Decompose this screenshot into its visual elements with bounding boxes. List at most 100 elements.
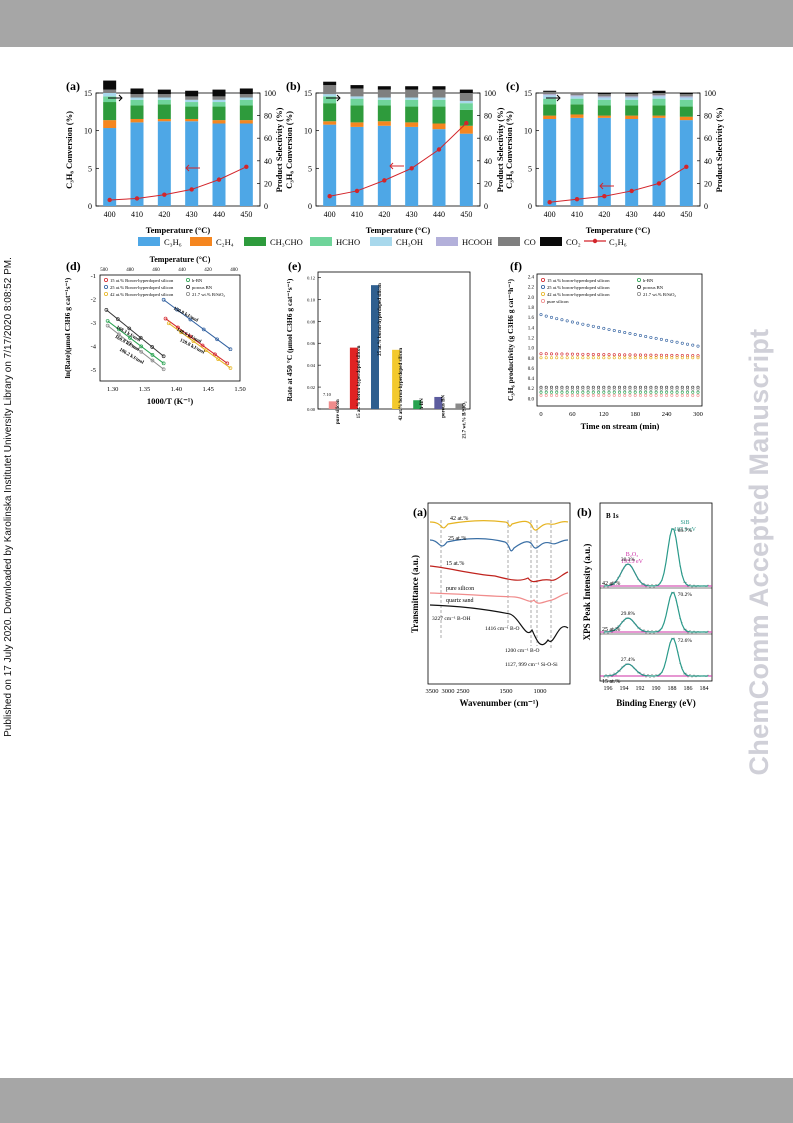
x-tick-label: 60 <box>569 411 576 418</box>
y-tick-label: 2.4 <box>528 276 535 281</box>
product-legend: C₃H₆ C₂H₄ CH₃CHO HCHO CH₃OH HCOOH CO CO₂… <box>138 237 627 247</box>
productivity-point <box>623 385 627 389</box>
productivity-point <box>586 323 590 327</box>
bar-segment-ch3oh <box>377 97 391 100</box>
legend-swatch-co2 <box>540 237 562 246</box>
productivity-point <box>560 390 564 394</box>
productivity-point <box>607 327 611 331</box>
productivity-point <box>638 356 642 360</box>
bar-segment-co2 <box>157 89 171 95</box>
bar-segment-c3h6 <box>459 133 473 206</box>
productivity-point <box>607 387 611 391</box>
bar-segment-hcho <box>103 96 117 103</box>
data-point <box>116 332 121 337</box>
productivity-point <box>665 390 669 394</box>
rate-bar <box>392 349 401 409</box>
fit-line <box>168 322 231 369</box>
bar-segment-c3h6 <box>652 117 666 206</box>
productivity-point <box>617 390 621 394</box>
productivity-point <box>649 387 653 391</box>
productivity-point <box>555 385 559 389</box>
bar-segment-co2 <box>459 89 473 93</box>
productivity-point <box>555 387 559 391</box>
data-point <box>213 352 217 357</box>
productivity-point <box>544 390 548 394</box>
bar-segment-co <box>679 94 693 97</box>
data-point <box>215 337 219 342</box>
productivity-point <box>586 387 590 391</box>
x-tick-label: 420 <box>378 210 390 219</box>
bar-segment-c2h4 <box>157 118 171 122</box>
data-point <box>139 344 144 349</box>
x-tick-label: 430 <box>186 210 198 219</box>
bar-segment-ch3oh <box>432 97 446 100</box>
trace-label-42: 42 at.% <box>450 516 468 522</box>
productivity-point <box>570 320 574 324</box>
productivity-point <box>549 390 553 394</box>
legend-swatch-c2h4 <box>190 237 212 246</box>
bar-segment-c2h4 <box>323 121 337 125</box>
productivity-point <box>565 387 569 391</box>
panel-label: (a) <box>66 79 80 93</box>
rate-bar <box>328 401 337 409</box>
bar-segment-co2 <box>130 88 144 95</box>
productivity-point <box>612 387 616 391</box>
productivity-point <box>696 390 700 394</box>
legend-label: 21.7 wt.% B/SiO₂ <box>192 292 225 297</box>
y-tick-label: 0.02 <box>307 385 315 390</box>
left-axis-label: C₃H₈ Conversion (%) <box>504 111 514 189</box>
productivity-point <box>623 330 627 334</box>
productivity-point <box>654 387 658 391</box>
panel-label: (a) <box>413 505 427 519</box>
productivity-point <box>602 353 606 357</box>
productivity-point <box>544 393 548 397</box>
productivity-point <box>628 356 632 360</box>
y-tick-label: 0.04 <box>307 363 316 368</box>
productivity-point <box>680 390 684 394</box>
productivity-point <box>654 385 658 389</box>
bar-segment-ch3oh <box>103 93 117 97</box>
x-tick-label: 3500 <box>426 688 439 695</box>
sib-percent: 69.7% <box>678 528 693 534</box>
productivity-point <box>555 390 559 394</box>
data-point <box>115 317 120 321</box>
right-tick-label: 20 <box>484 179 492 188</box>
x-tick-label: 1.45 <box>202 386 213 393</box>
legend-ch3cho: CH₃CHO <box>270 237 303 247</box>
legend-label: h-BN <box>192 278 203 283</box>
data-point <box>228 347 233 352</box>
productivity-point <box>686 390 690 394</box>
bar-segment-ch3oh <box>459 100 473 104</box>
legend-marker <box>541 291 546 296</box>
rate-bar <box>434 396 443 409</box>
productivity-point <box>696 344 700 348</box>
productivity-point <box>623 393 627 397</box>
productivity-point <box>670 393 674 397</box>
productivity-point <box>581 356 585 360</box>
xps-title: B 1s <box>606 512 619 520</box>
productivity-point <box>686 342 690 346</box>
productivity-point <box>644 387 648 391</box>
x-tick-label: 1.50 <box>234 386 245 393</box>
rate-bar <box>455 403 464 409</box>
bar-segment-c2h4 <box>239 120 253 124</box>
y-tick-label: 2.2 <box>528 286 535 291</box>
productivity-point <box>628 387 632 391</box>
bar-category-label: h-BN <box>420 398 425 410</box>
productivity-point <box>565 352 569 356</box>
bar-segment-co2 <box>185 90 199 97</box>
bar-segment-co2 <box>405 86 419 90</box>
productivity-point <box>617 353 621 357</box>
data-point <box>139 349 144 354</box>
productivity-point <box>680 341 684 345</box>
right-tick-label: 80 <box>264 112 272 121</box>
productivity-point <box>539 356 543 360</box>
trace-label-25: 25 at.% <box>448 536 466 542</box>
annotation-boh: 3227 cm⁻¹ B-OH <box>432 616 470 622</box>
right-tick-label: 0 <box>704 202 708 211</box>
productivity-point <box>654 390 658 394</box>
productivity-point <box>691 343 695 347</box>
legend-c3h6-conv: C₃H₆ <box>609 237 627 247</box>
data-point <box>116 327 121 332</box>
bar-segment-ch3cho <box>377 105 391 122</box>
